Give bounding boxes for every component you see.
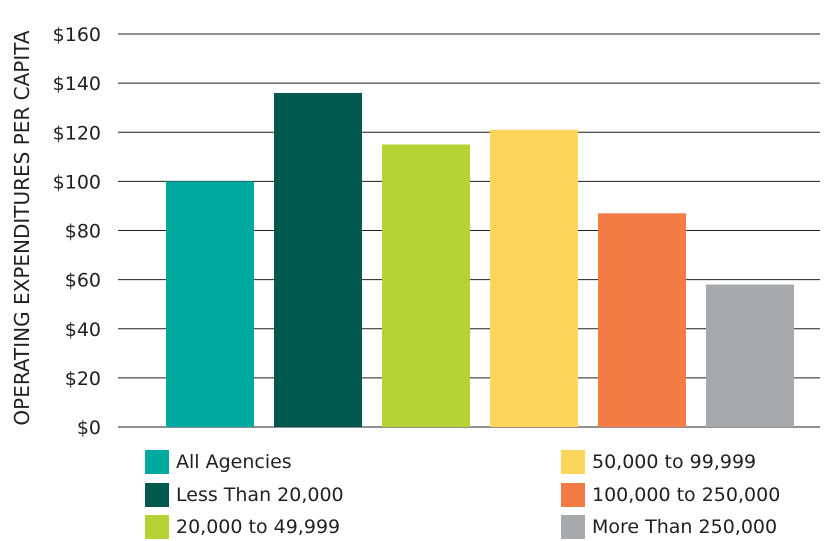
y-tick-label: $80 [65,221,101,243]
y-tick-label: $160 [53,24,101,46]
bar [490,129,578,427]
bar [598,213,686,427]
bars [166,92,794,427]
bar [382,144,470,427]
y-tick-label: $0 [77,417,101,439]
y-tick-label: $60 [65,270,101,292]
bar [706,284,794,427]
bar [274,92,362,427]
y-tick-label: $140 [53,73,101,95]
y-axis-label: OPERATING EXPENDITURES PER CAPITA [10,30,34,426]
y-axis-title: OPERATING EXPENDITURES PER CAPITA [10,30,34,426]
y-axis-ticks: $0 $20 $40 $60 $80 $100 $120 $140 $160 [53,24,101,439]
bar [166,181,254,427]
y-tick-label: $120 [53,122,101,144]
y-tick-label: $20 [65,368,101,390]
y-tick-label: $100 [53,171,101,193]
y-tick-label: $40 [65,319,101,341]
